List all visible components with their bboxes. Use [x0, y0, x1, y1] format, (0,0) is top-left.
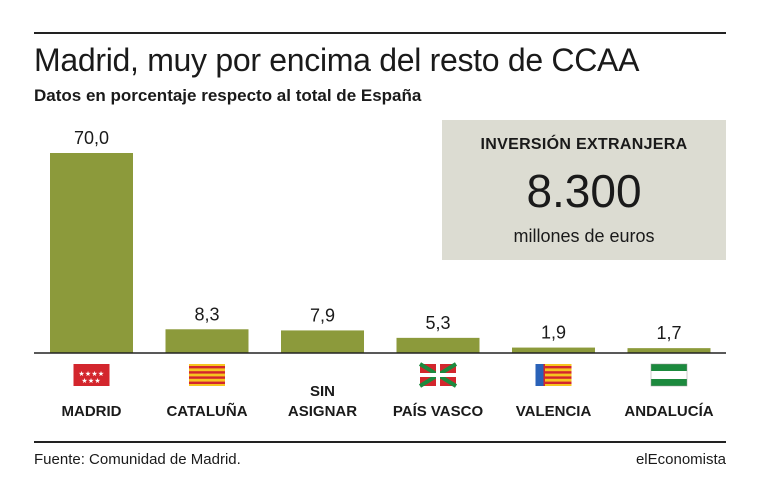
x-tick-label: CATALUÑA	[166, 402, 247, 420]
x-tick-label: MADRID	[62, 403, 122, 420]
x-tick-label: VALENCIA	[516, 403, 592, 420]
top-rule	[34, 32, 726, 34]
bar	[281, 330, 364, 353]
svg-text:★: ★	[98, 370, 104, 378]
source-note: Fuente: Comunidad de Madrid.	[34, 451, 241, 468]
callout-title: INVERSIÓN EXTRANJERA	[480, 136, 688, 153]
chart-title: Madrid, muy por encima del resto de CCAA	[34, 42, 640, 78]
bar	[50, 153, 133, 353]
bar-value-label: 1,9	[541, 323, 566, 343]
bottom-rule	[34, 441, 726, 443]
x-tick-label: PAÍS VASCO	[393, 403, 484, 420]
svg-text:★: ★	[81, 377, 87, 385]
bar-chart: 70,0★ ★ ★ ★★ ★ ★MADRID8,3CATALUÑA7,9SINASIGNA…	[34, 128, 726, 420]
svg-text:★: ★	[88, 377, 94, 385]
x-tick-label: ANDALUCÍA	[624, 403, 713, 420]
andalusia-flag-icon	[650, 363, 688, 387]
bar-value-label: 70,0	[74, 128, 109, 148]
svg-text:★: ★	[94, 377, 100, 385]
bar	[627, 348, 711, 353]
madrid-flag-icon: ★ ★ ★ ★★ ★ ★	[73, 364, 110, 386]
bar	[512, 347, 595, 353]
bar-value-label: 8,3	[194, 304, 219, 324]
foreign-investment-callout: INVERSIÓN EXTRANJERA 8.300 millones de e…	[442, 120, 726, 260]
bar-value-label: 5,3	[425, 313, 450, 333]
x-tick-label: ASIGNAR	[288, 403, 357, 420]
basque-flag-icon	[418, 362, 458, 388]
brand-name: elEconomista	[635, 451, 726, 468]
x-tick-label: SIN	[310, 383, 335, 400]
bar	[396, 337, 480, 353]
bar-value-label: 7,9	[310, 305, 335, 325]
catalonia-flag-icon	[189, 364, 225, 386]
bar-value-label: 1,7	[656, 323, 681, 343]
valencia-flag-icon	[535, 364, 572, 386]
svg-text:★: ★	[91, 370, 97, 378]
callout-unit: millones de euros	[513, 226, 655, 246]
callout-value: 8.300	[526, 165, 642, 217]
chart-subtitle: Datos en porcentaje respecto al total de…	[34, 86, 422, 105]
bar	[165, 329, 249, 353]
svg-text:★: ★	[85, 370, 91, 378]
svg-text:★: ★	[78, 370, 84, 378]
